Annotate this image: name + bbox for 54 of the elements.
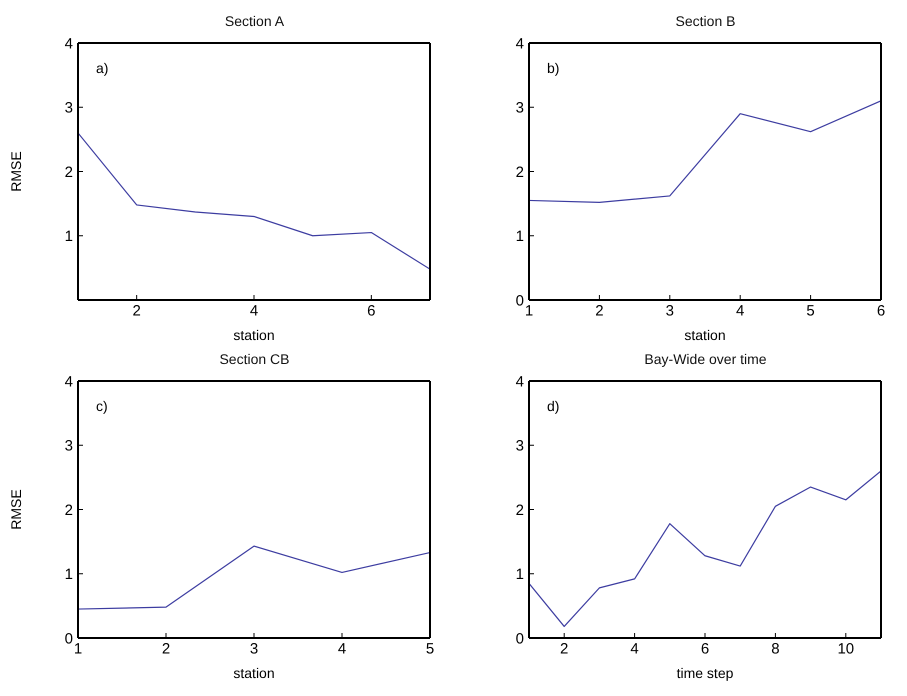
x-axis-title: station [684, 327, 726, 343]
annotation: d) [547, 398, 560, 414]
chart-title: Section CB [218, 350, 291, 369]
y-tick-label: 4 [64, 373, 73, 390]
x-tick-label: 2 [132, 302, 141, 320]
chart-title: Section B [674, 12, 736, 31]
x-tick-label: 2 [162, 640, 170, 658]
y-tick-label: 4 [64, 35, 73, 52]
y-tick-label: 2 [64, 164, 73, 181]
y-tick-label: 4 [516, 35, 524, 52]
x-tick-label: 6 [876, 302, 886, 320]
y-tick-label: 0 [64, 630, 73, 648]
x-axis-title: station [233, 327, 275, 343]
chart-title: Bay-Wide over time [643, 350, 768, 369]
x-tick-label: 6 [700, 640, 710, 658]
y-tick-label: 1 [64, 566, 73, 584]
line-series [78, 546, 430, 610]
x-tick-label: 4 [630, 640, 639, 658]
x-tick-label: 3 [666, 302, 674, 320]
y-tick-label: 1 [516, 566, 524, 584]
x-tick-label: 6 [367, 302, 376, 320]
y-axis-title: RMSE [8, 151, 24, 192]
y-tick-label: 3 [516, 100, 524, 117]
line-series [529, 100, 881, 203]
annotation: a) [96, 60, 108, 76]
x-tick-label: 5 [806, 302, 815, 320]
chart-title: Section A [224, 12, 286, 31]
x-axis-title: time step [676, 665, 734, 681]
x-tick-label: 2 [560, 640, 568, 658]
y-tick-label: 2 [64, 502, 73, 519]
annotation: c) [96, 398, 108, 414]
y-tick-label: 4 [516, 373, 524, 390]
x-tick-label: 10 [837, 640, 854, 658]
y-tick-label: 2 [516, 502, 524, 519]
line-series [78, 132, 430, 270]
y-axis-title: RMSE [8, 489, 24, 530]
x-tick-label: 4 [338, 640, 346, 658]
y-tick-label: 3 [64, 100, 73, 117]
x-tick-label: 5 [426, 640, 434, 658]
x-tick-label: 3 [250, 640, 258, 658]
x-tick-label: 4 [736, 302, 744, 320]
x-axis-title: station [233, 665, 275, 681]
x-tick-label: 8 [771, 640, 780, 658]
y-tick-label: 1 [64, 228, 73, 246]
annotation: b) [547, 60, 560, 76]
y-tick-label: 3 [64, 438, 73, 455]
x-tick-label: 4 [250, 302, 258, 320]
y-tick-label: 0 [516, 630, 524, 648]
y-tick-label: 0 [516, 292, 524, 310]
y-tick-label: 1 [516, 228, 524, 246]
y-tick-label: 2 [516, 164, 524, 181]
x-tick-label: 2 [595, 302, 604, 320]
y-tick-label: 3 [516, 438, 524, 455]
line-series [529, 470, 881, 628]
